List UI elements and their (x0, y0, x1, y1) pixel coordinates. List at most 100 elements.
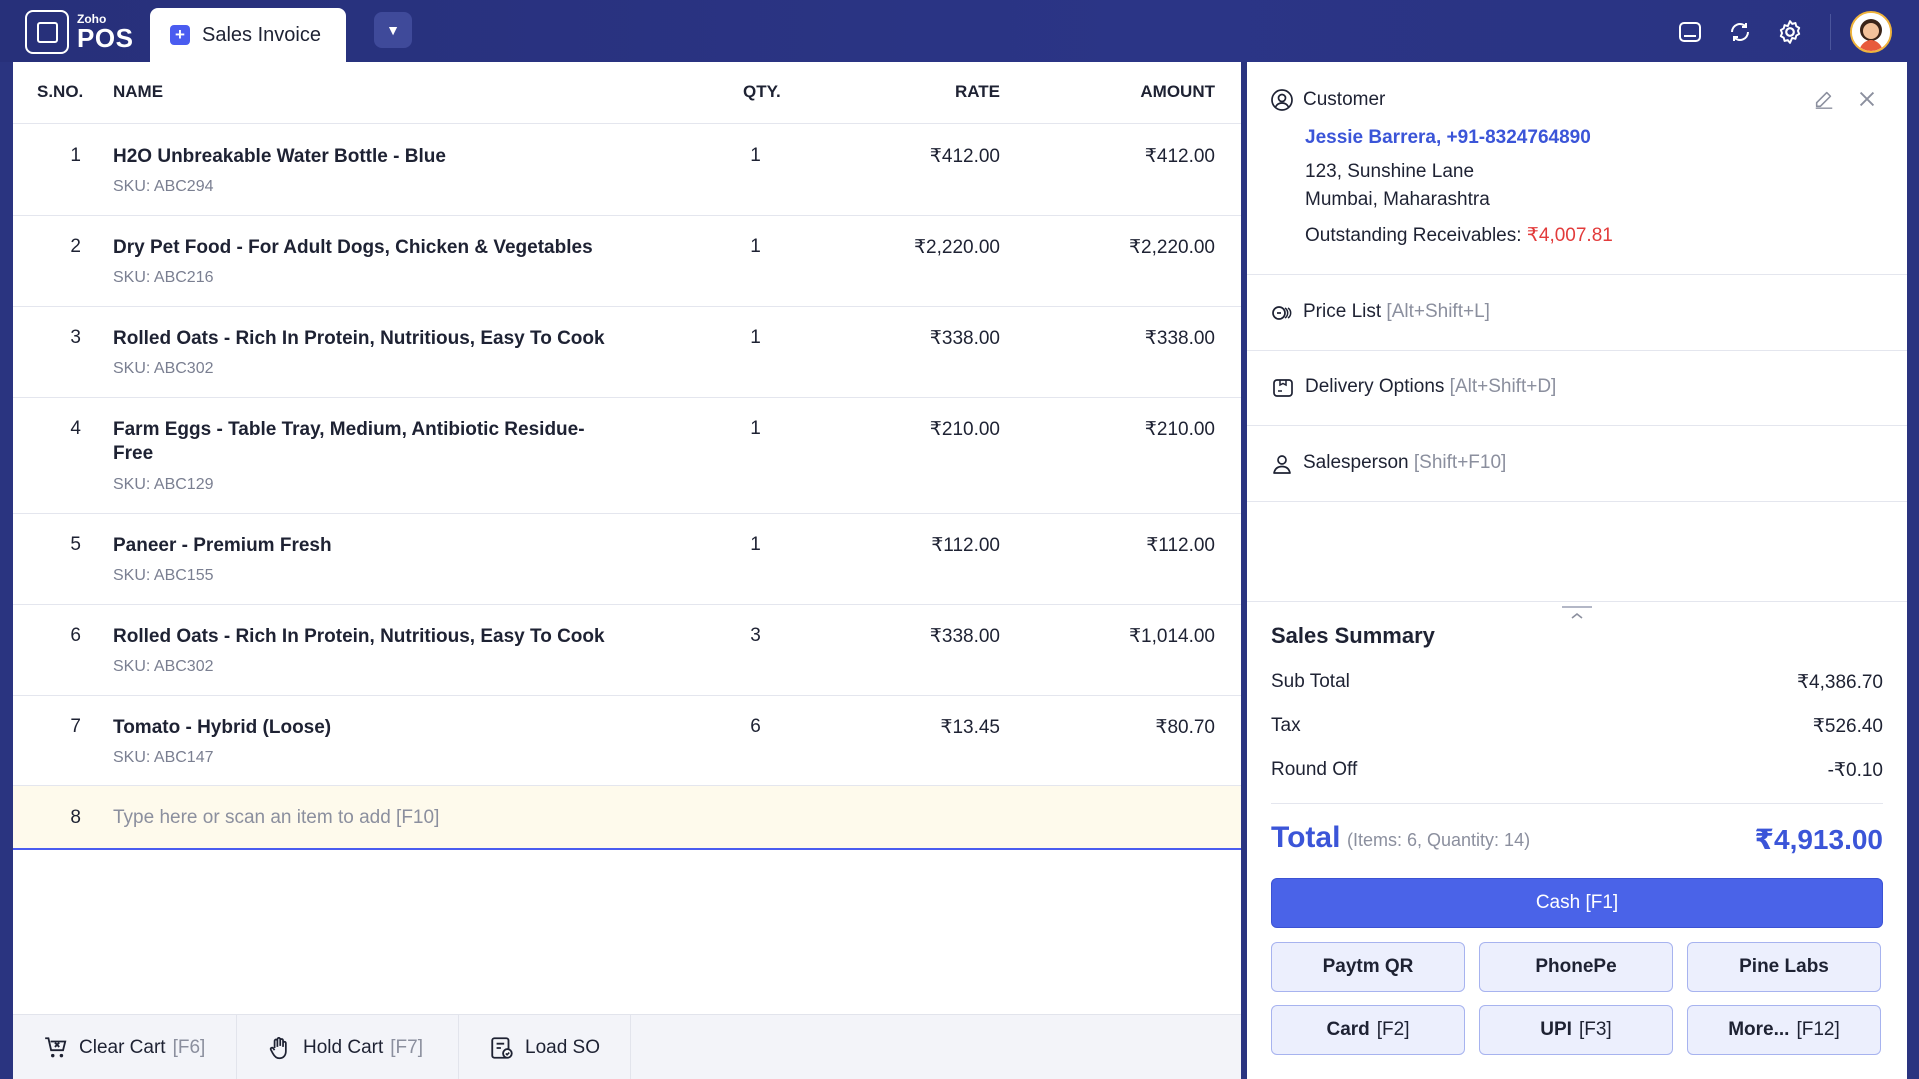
item-rate: ₹210.00 (929, 419, 1000, 440)
item-amount: ₹1,014.00 (1128, 626, 1215, 647)
more-payments-button[interactable]: More... [F12] (1687, 1005, 1881, 1055)
sales-summary-title: Sales Summary (1271, 623, 1435, 648)
item-name: Paneer - Premium Fresh (113, 535, 332, 556)
pine-labs-button[interactable]: Pine Labs (1687, 942, 1881, 992)
table-row[interactable]: 2 Dry Pet Food - For Adult Dogs, Chicken… (13, 216, 1241, 307)
item-rate: ₹412.00 (929, 146, 1000, 167)
table-row[interactable]: 5 Paneer - Premium Fresh SKU: ABC155 1 ₹… (13, 514, 1241, 605)
item-qty[interactable]: 1 (750, 145, 761, 166)
user-avatar[interactable] (1850, 11, 1892, 53)
settings-gear-icon[interactable] (1776, 18, 1804, 46)
sub-total-value: ₹4,386.70 (1796, 672, 1883, 693)
caret-down-icon: ▼ (386, 22, 400, 38)
header-name: NAME (113, 82, 164, 101)
item-name: Tomato - Hybrid (Loose) (113, 717, 332, 738)
clear-cart-shortcut: [F6] (172, 1036, 206, 1058)
table-row[interactable]: 1 H2O Unbreakable Water Bottle - Blue SK… (13, 124, 1241, 216)
customer-address-line1: 123, Sunshine Lane (1305, 161, 1475, 182)
window-edge (1907, 62, 1919, 1079)
item-rate: ₹338.00 (929, 328, 1000, 349)
close-icon[interactable] (1856, 88, 1878, 115)
price-list-text: Price List (1303, 301, 1382, 322)
item-sku: SKU: ABC294 (113, 178, 214, 195)
load-so-button[interactable]: Load SO (459, 1015, 631, 1079)
table-row[interactable]: 4 Farm Eggs - Table Tray, Medium, Antibi… (13, 398, 1241, 514)
top-bar: Zoho POS + Sales Invoice ▼ (0, 0, 1919, 62)
item-qty[interactable]: 3 (750, 625, 761, 646)
delivery-options-text: Delivery Options (1305, 376, 1445, 397)
item-name: Rolled Oats - Rich In Protein, Nutritiou… (113, 328, 605, 349)
item-amount: ₹210.00 (1144, 419, 1215, 440)
item-qty[interactable]: 1 (750, 236, 761, 257)
total-value: ₹4,913.00 (1754, 824, 1883, 855)
item-sku: SKU: ABC129 (113, 476, 214, 493)
phonepe-button[interactable]: PhonePe (1479, 942, 1673, 992)
sync-icon[interactable] (1726, 18, 1754, 46)
item-sku: SKU: ABC302 (113, 360, 214, 377)
more-shortcut: [F12] (1796, 1019, 1840, 1040)
item-sku: SKU: ABC155 (113, 567, 214, 584)
paytm-qr-button[interactable]: Paytm QR (1271, 942, 1465, 992)
cart-panel: S.NO. NAME QTY. RATE AMOUNT 1 H2O Unbrea… (13, 62, 1241, 1079)
item-name: Farm Eggs - Table Tray, Medium, Antibiot… (113, 419, 585, 464)
tab-label: Sales Invoice (202, 23, 321, 46)
card-payment-button[interactable]: Card [F2] (1271, 1005, 1465, 1055)
edit-pencil-icon[interactable] (1813, 88, 1835, 115)
upi-payment-button[interactable]: UPI [F3] (1479, 1005, 1673, 1055)
item-amount: ₹412.00 (1144, 146, 1215, 167)
zoho-pos-logo[interactable]: Zoho POS (25, 10, 133, 54)
upi-label: UPI (1540, 1019, 1572, 1040)
round-off-value: -₹0.10 (1827, 760, 1883, 781)
total-label: Total (1271, 821, 1341, 854)
cart-action-bar: Clear Cart [F6] Hold Cart [F7] Load SO (13, 1014, 1241, 1079)
table-row[interactable]: 3 Rolled Oats - Rich In Protein, Nutriti… (13, 307, 1241, 398)
item-qty[interactable]: 1 (750, 327, 761, 348)
row-sno: 2 (70, 236, 81, 257)
item-qty[interactable]: 6 (750, 716, 761, 737)
item-sku: SKU: ABC147 (113, 749, 214, 766)
row-sno: 3 (70, 327, 81, 348)
item-search-input[interactable]: Type here or scan an item to add [F10] (113, 807, 440, 828)
price-list-row[interactable]: Price List [Alt+Shift+L] (1247, 275, 1907, 351)
item-qty[interactable]: 1 (750, 418, 761, 439)
row-sno: 4 (70, 418, 81, 439)
item-qty[interactable]: 1 (750, 534, 761, 555)
table-row[interactable]: 7 Tomato - Hybrid (Loose) SKU: ABC147 6 … (13, 696, 1241, 786)
customer-display-icon[interactable] (1676, 18, 1704, 46)
cash-payment-button[interactable]: Cash [F1] (1271, 878, 1883, 928)
hand-icon (269, 1036, 287, 1059)
collapse-chevron-icon[interactable] (1562, 606, 1592, 622)
item-amount: ₹112.00 (1146, 535, 1215, 556)
header-amount: AMOUNT (1140, 82, 1215, 101)
logo-small-text: Zoho (77, 12, 107, 26)
customer-name-link[interactable]: Jessie Barrera, +91-8324764890 (1305, 127, 1591, 148)
total-divider (1271, 803, 1883, 804)
item-name: Dry Pet Food - For Adult Dogs, Chicken &… (113, 237, 593, 258)
delivery-options-row[interactable]: Delivery Options [Alt+Shift+D] (1247, 351, 1907, 426)
clear-cart-button[interactable]: Clear Cart [F6] (13, 1015, 237, 1079)
table-row[interactable]: 6 Rolled Oats - Rich In Protein, Nutriti… (13, 605, 1241, 696)
total-row: Total (Items: 6, Quantity: 14) ₹4,913.00 (1271, 821, 1883, 861)
hold-cart-button[interactable]: Hold Cart [F7] (237, 1015, 459, 1079)
item-rate: ₹112.00 (931, 535, 1000, 556)
row-sno: 7 (70, 716, 81, 737)
cart-clear-icon (45, 1036, 67, 1057)
tax-label: Tax (1271, 715, 1301, 736)
item-entry-row[interactable]: 8 Type here or scan an item to add [F10] (13, 786, 1241, 850)
salesperson-row[interactable]: Salesperson [Shift+F10] (1247, 426, 1907, 502)
load-so-label: Load SO (525, 1036, 600, 1058)
sub-total-row: Sub Total ₹4,386.70 (1271, 671, 1883, 693)
more-label: More... (1728, 1019, 1790, 1040)
hold-cart-shortcut: [F7] (390, 1036, 423, 1058)
summary-divider (1247, 601, 1907, 602)
salesperson-shortcut: [Shift+F10] (1413, 452, 1507, 473)
upi-shortcut: [F3] (1578, 1019, 1612, 1040)
salesperson-label: Salesperson [Shift+F10] (1303, 452, 1506, 474)
item-rate: ₹338.00 (929, 626, 1000, 647)
tab-dropdown-button[interactable]: ▼ (374, 12, 412, 48)
load-order-icon (491, 1036, 513, 1059)
table-header: S.NO. NAME QTY. RATE AMOUNT (13, 62, 1241, 124)
outstanding-label: Outstanding Receivables: (1305, 225, 1527, 246)
hold-cart-label: Hold Cart (303, 1036, 384, 1058)
tab-sales-invoice[interactable]: + Sales Invoice (150, 8, 346, 62)
